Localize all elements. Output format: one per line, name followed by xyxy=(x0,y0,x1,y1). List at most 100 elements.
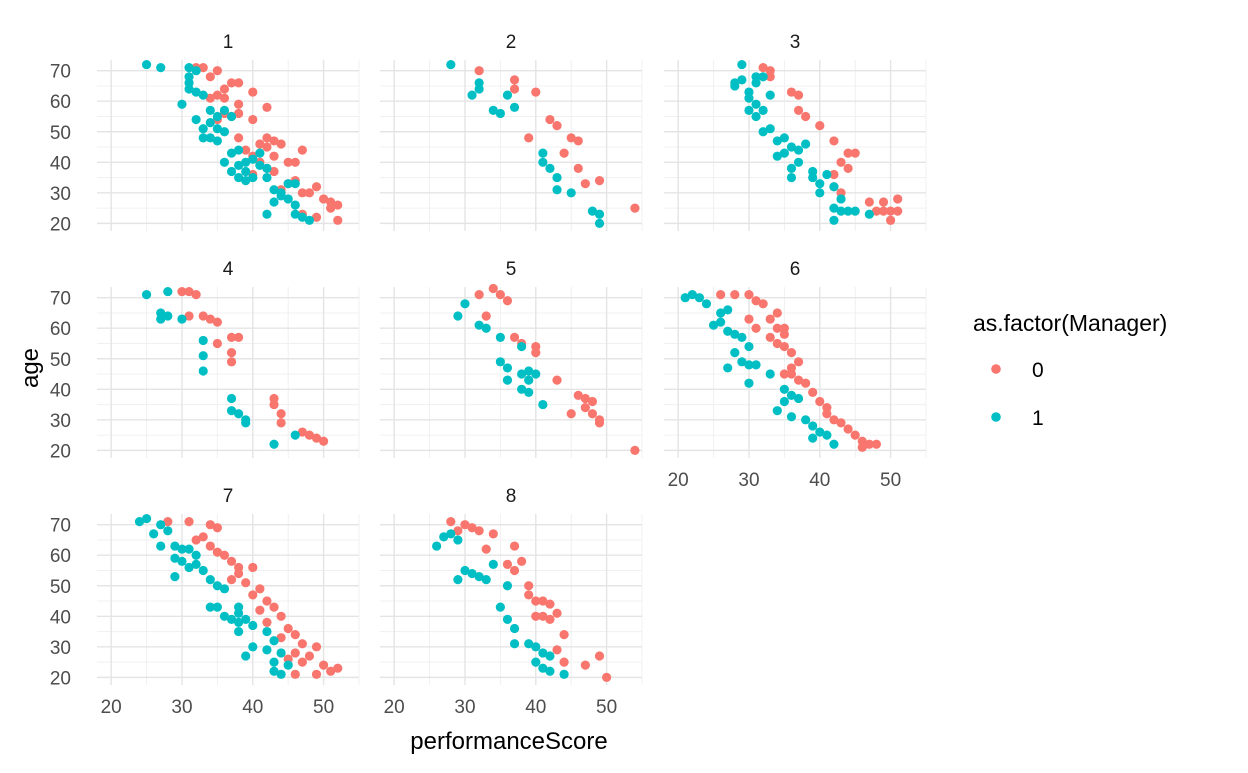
data-point-manager-0 xyxy=(850,430,860,440)
data-point-manager-0 xyxy=(212,338,222,349)
data-point-manager-0 xyxy=(311,642,322,652)
data-point-manager-1 xyxy=(219,611,230,621)
data-point-manager-1 xyxy=(864,209,874,219)
y-tick-label: 20 xyxy=(50,214,71,235)
data-point-manager-0 xyxy=(843,424,853,434)
data-point-manager-0 xyxy=(474,526,484,536)
data-point-manager-1 xyxy=(198,366,208,376)
data-point-manager-0 xyxy=(573,136,583,146)
data-point-manager-1 xyxy=(212,602,222,612)
data-point-manager-0 xyxy=(531,87,541,97)
data-point-manager-0 xyxy=(241,578,251,588)
facet-label: 1 xyxy=(223,32,234,53)
data-point-manager-0 xyxy=(580,660,590,670)
data-point-manager-1 xyxy=(737,59,747,70)
data-point-manager-0 xyxy=(495,290,505,300)
data-point-manager-1 xyxy=(509,639,520,649)
data-point-manager-1 xyxy=(446,529,456,539)
data-point-manager-0 xyxy=(333,663,343,673)
data-point-manager-1 xyxy=(460,565,470,576)
data-point-manager-1 xyxy=(269,439,279,449)
data-point-manager-1 xyxy=(488,559,498,569)
data-point-manager-1 xyxy=(786,142,797,152)
data-point-manager-0 xyxy=(552,375,562,385)
data-point-manager-1 xyxy=(219,127,230,137)
data-point-manager-0 xyxy=(248,114,258,125)
data-point-manager-0 xyxy=(276,611,286,621)
data-point-manager-1 xyxy=(815,179,825,189)
facet-panels: 1 20 30 40 50 60 70 2 3 4 20 30 40 50 60 70 5 6 20 30 40 50 7 2… xyxy=(50,32,927,718)
data-point-manager-0 xyxy=(184,286,194,297)
data-point-manager-0 xyxy=(234,78,244,88)
facet-panel-1: 1 20 30 40 50 60 70 xyxy=(50,32,360,235)
data-point-manager-1 xyxy=(234,160,244,170)
x-tick-label: 50 xyxy=(596,697,617,718)
data-point-manager-1 xyxy=(716,308,726,318)
data-point-manager-0 xyxy=(864,197,874,207)
data-point-manager-0 xyxy=(205,541,215,551)
data-point-manager-0 xyxy=(793,375,804,385)
y-tick-label: 30 xyxy=(50,638,71,659)
data-point-manager-1 xyxy=(191,559,201,569)
data-point-manager-1 xyxy=(163,311,173,321)
data-point-manager-1 xyxy=(156,520,166,530)
facet-label: 4 xyxy=(223,259,234,280)
data-point-manager-0 xyxy=(226,78,237,88)
legend-key-1 xyxy=(991,412,1001,422)
legend-key-0 xyxy=(991,364,1001,374)
data-point-manager-0 xyxy=(234,99,244,109)
data-point-manager-1 xyxy=(587,206,598,216)
facet-panel-6: 6 20 30 40 50 xyxy=(664,259,927,491)
data-point-manager-0 xyxy=(566,133,576,143)
data-point-manager-1 xyxy=(829,439,839,449)
data-point-manager-1 xyxy=(467,568,477,579)
data-point-manager-1 xyxy=(474,571,484,582)
data-point-manager-0 xyxy=(552,121,562,131)
data-point-manager-0 xyxy=(234,108,244,119)
data-point-manager-0 xyxy=(226,357,237,367)
data-point-manager-0 xyxy=(509,84,520,94)
data-point-manager-0 xyxy=(552,645,562,655)
facet-label: 2 xyxy=(506,32,517,53)
data-point-manager-1 xyxy=(716,317,726,327)
data-point-manager-1 xyxy=(276,648,286,658)
data-point-manager-1 xyxy=(836,194,846,204)
data-point-manager-0 xyxy=(779,369,789,379)
data-point-manager-1 xyxy=(241,651,251,661)
data-point-manager-0 xyxy=(297,188,307,198)
y-tick-label: 20 xyxy=(50,668,71,689)
data-point-manager-0 xyxy=(283,623,293,634)
data-point-manager-1 xyxy=(170,571,180,582)
data-point-manager-1 xyxy=(801,415,811,425)
data-point-manager-1 xyxy=(205,575,215,585)
facet-label: 6 xyxy=(790,259,801,280)
data-point-manager-1 xyxy=(184,544,194,554)
data-point-manager-0 xyxy=(545,614,555,624)
data-point-manager-1 xyxy=(808,433,818,443)
data-point-manager-1 xyxy=(234,145,244,155)
data-point-manager-0 xyxy=(248,562,258,573)
data-point-manager-1 xyxy=(701,299,712,309)
data-point-manager-1 xyxy=(772,406,782,416)
legend-entries: 01 xyxy=(991,359,1044,430)
data-point-manager-1 xyxy=(198,124,208,134)
y-tick-label: 20 xyxy=(50,441,71,462)
data-point-manager-1 xyxy=(269,197,279,207)
data-point-manager-1 xyxy=(198,565,208,576)
data-point-manager-0 xyxy=(822,409,832,419)
data-point-manager-1 xyxy=(723,305,733,315)
data-point-manager-1 xyxy=(177,544,187,554)
data-point-manager-0 xyxy=(262,596,272,606)
data-point-manager-0 xyxy=(594,418,605,428)
data-point-manager-1 xyxy=(531,642,541,652)
data-point-manager-0 xyxy=(836,157,846,167)
data-point-manager-0 xyxy=(163,517,173,527)
data-point-manager-0 xyxy=(198,63,208,73)
data-point-manager-1 xyxy=(793,145,804,155)
data-point-manager-1 xyxy=(234,409,244,419)
data-point-manager-0 xyxy=(446,517,456,527)
data-point-manager-0 xyxy=(559,657,569,667)
data-point-manager-0 xyxy=(524,133,534,143)
data-point-manager-1 xyxy=(241,176,251,186)
data-point-manager-1 xyxy=(751,111,761,122)
